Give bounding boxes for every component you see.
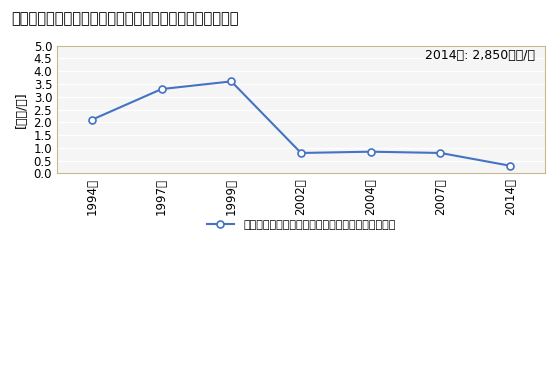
各種商品卸売業の従業者一人当たり年間商品販売額 bbox=[88, 117, 95, 122]
各種商品卸売業の従業者一人当たり年間商品販売額 bbox=[507, 164, 514, 168]
各種商品卸売業の従業者一人当たり年間商品販売額 bbox=[437, 151, 444, 155]
Legend: 各種商品卸売業の従業者一人当たり年間商品販売額: 各種商品卸売業の従業者一人当たり年間商品販売額 bbox=[202, 216, 400, 234]
Text: 各種商品卸売業の従業者一人当たり年間商品販売額の推移: 各種商品卸売業の従業者一人当たり年間商品販売額の推移 bbox=[11, 11, 239, 26]
各種商品卸売業の従業者一人当たり年間商品販売額 bbox=[367, 149, 374, 154]
Text: 2014年: 2,850万円/人: 2014年: 2,850万円/人 bbox=[425, 49, 535, 63]
各種商品卸売業の従業者一人当たり年間商品販売額 bbox=[298, 151, 305, 155]
Y-axis label: [億円/人]: [億円/人] bbox=[15, 91, 28, 128]
各種商品卸売業の従業者一人当たり年間商品販売額 bbox=[228, 79, 235, 83]
Line: 各種商品卸売業の従業者一人当たり年間商品販売額: 各種商品卸売業の従業者一人当たり年間商品販売額 bbox=[88, 78, 514, 169]
各種商品卸売業の従業者一人当たり年間商品販売額 bbox=[158, 87, 165, 91]
